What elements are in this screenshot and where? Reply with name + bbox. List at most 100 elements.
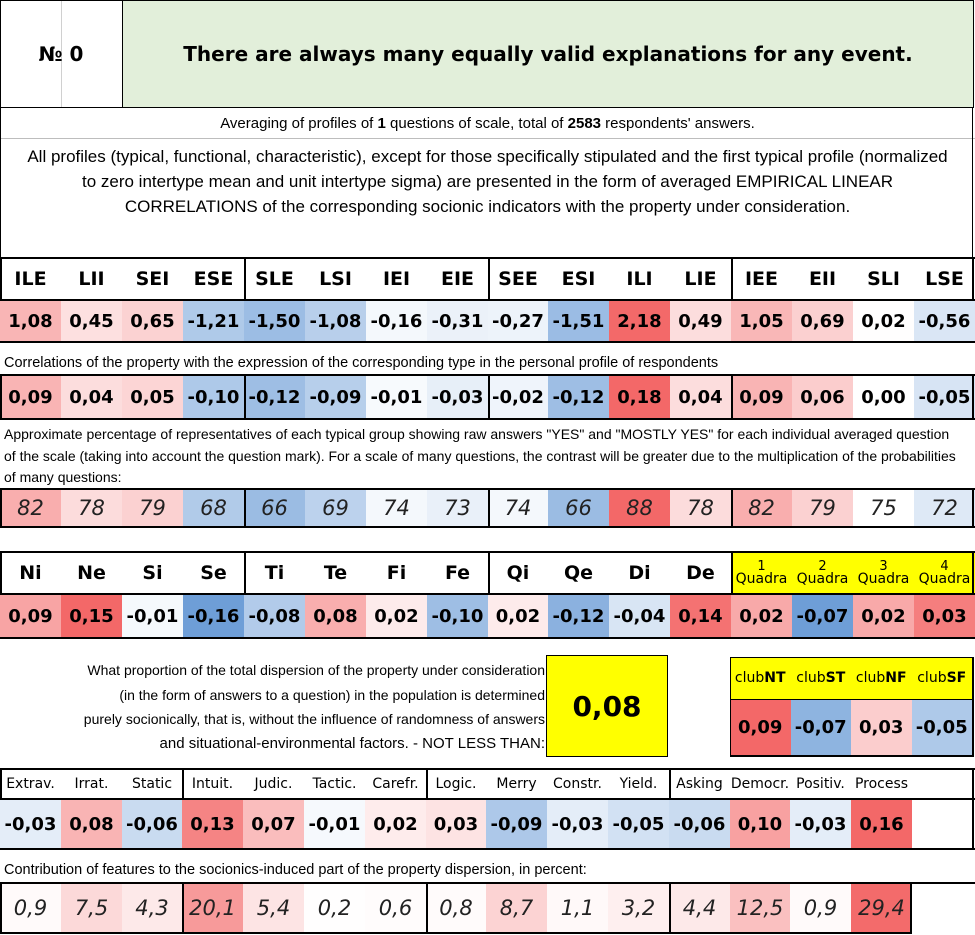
correlation-value-sei: 0,05 [122,376,183,418]
type-label-lii: LII [78,268,105,290]
type-label-ese: ESE [193,268,234,290]
correlations-note: Correlations of the property with the ex… [4,355,719,371]
club-code: NF [885,670,907,686]
club-code: ST [825,670,846,686]
correlation-value-ese: -0,10 [183,376,244,418]
type-label-lsi: LSI [319,268,352,290]
normalized-value-sle: -1,50 [244,301,305,341]
feature-contribution-carefr: 0,6 [365,884,426,932]
averaging-prefix: Averaging of profiles of [220,114,378,132]
function-label-se: Se [200,562,227,584]
quadra-number: 4 [940,559,949,574]
feature-value-democr: 0,10 [730,800,790,848]
feature-contribution-intuit: 20,1 [182,884,243,932]
correlation-value-iei: -0,01 [366,376,427,418]
quadra-label-4: 4 Quadra [914,553,975,593]
function-value-fi: 0,02 [366,595,427,637]
club-code: NT [764,670,786,686]
club-prefix: club [855,670,886,686]
function-label-fe: Fe [444,562,471,584]
club-value-st: -0,07 [790,699,851,755]
feature-value-logic: 0,03 [426,800,486,848]
quadra-label-2: 2 Quadra [792,553,853,593]
function-value-di: -0,04 [609,595,670,637]
percent-value-ili: 88 [609,490,670,526]
type-label-eii: EII [808,268,837,290]
function-value-ti: -0,08 [244,595,305,637]
feature-value-constr: -0,03 [547,800,608,848]
quadra-number: 3 [879,559,888,574]
contribution-note: Contribution of features to the socionic… [4,862,587,878]
normalized-value-see: -0,27 [488,301,548,341]
percent-value-lsi: 69 [305,490,366,526]
feature-contribution-yield: 3,2 [608,884,669,932]
quadra-label-3: 3 Quadra [853,553,914,593]
quadra-word: Quadra [735,571,788,587]
type-label-esi: ESI [561,268,596,290]
feature-label-judic: Judic. [254,776,293,792]
quadra-number: 2 [818,559,827,574]
type-label-ili: ILI [626,268,653,290]
club-prefix: club [917,670,947,686]
percent-value-lse: 72 [914,490,975,526]
club-value-sf: -0,05 [911,699,972,755]
averaging-middle: questions of scale, total of [385,114,568,132]
function-label-qe: Qe [563,562,594,584]
header-number-label: № 0 [38,42,84,66]
feature-value-extrav: -0,03 [0,800,61,848]
feature-value-irrat: 0,08 [61,800,122,848]
function-label-qi: Qi [506,562,530,584]
feature-label-positiv: Positiv. [796,776,845,792]
percent-note: Approximate percentage of representative… [4,426,956,485]
correlation-value-iee: 0,09 [731,376,792,418]
normalized-value-lii: 0,45 [61,301,122,341]
feature-label-extrav: Extrav. [6,776,55,792]
description-text: All profiles (typical, functional, chara… [27,147,948,216]
quadra-word: Quadra [796,571,849,587]
function-label-fi: Fi [386,562,407,584]
feature-label-asking: Asking [676,776,723,792]
function-label-ti: Ti [264,562,285,584]
function-value-te: 0,08 [305,595,366,637]
feature-value-positiv: -0,03 [790,800,851,848]
feature-label-constr: Constr. [553,776,602,792]
function-label-de: De [686,562,715,584]
percent-value-sle: 66 [244,490,305,526]
correlation-value-ile: 0,09 [0,376,61,418]
quadra-value-4: 0,03 [914,595,975,637]
dispersion-text: What proportion of the total dispersion … [60,658,545,758]
percent-value-iee: 82 [731,490,792,526]
function-label-te: Te [323,562,348,584]
percent-value-see: 74 [488,490,548,526]
feature-value-static: -0,06 [122,800,182,848]
feature-label-tactic: Tactic. [312,776,357,792]
correlation-value-lie: 0,04 [670,376,731,418]
function-value-fe: -0,10 [427,595,488,637]
percent-value-esi: 66 [548,490,609,526]
normalized-value-ili: 2,18 [609,301,670,341]
averaging-questions: 1 [377,114,386,132]
feature-contribution-democr: 12,5 [730,884,790,932]
type-label-sei: SEI [135,268,170,290]
feature-label-carefr: Carefr. [372,776,419,792]
quadra-value-3: 0,02 [853,595,914,637]
function-label-si: Si [142,562,163,584]
dispersion-line-1: What proportion of the total dispersion … [87,662,545,678]
correlation-value-eii: 0,06 [792,376,853,418]
quadra-value-1: 0,02 [731,595,792,637]
feature-value-yield: -0,05 [608,800,669,848]
club-label-st: club ST [790,657,851,699]
header-statement: There are always many equally valid expl… [122,0,974,108]
type-label-eie: EIE [440,268,475,290]
percent-value-sei: 79 [122,490,183,526]
club-label-nt: club NT [730,657,791,699]
averaging-respondents: 2583 [567,114,602,132]
feature-contribution-extrav: 0,9 [0,884,61,932]
feature-contribution-tactic: 0,2 [304,884,365,932]
club-label-sf: club SF [911,657,972,699]
normalized-value-ese: -1,21 [183,301,244,341]
feature-value-tactic: -0,01 [304,800,365,848]
feature-label-yield: Yield. [619,776,658,792]
function-value-de: 0,14 [670,595,731,637]
dispersion-line-4: and situational-environmental factors. -… [159,734,545,752]
